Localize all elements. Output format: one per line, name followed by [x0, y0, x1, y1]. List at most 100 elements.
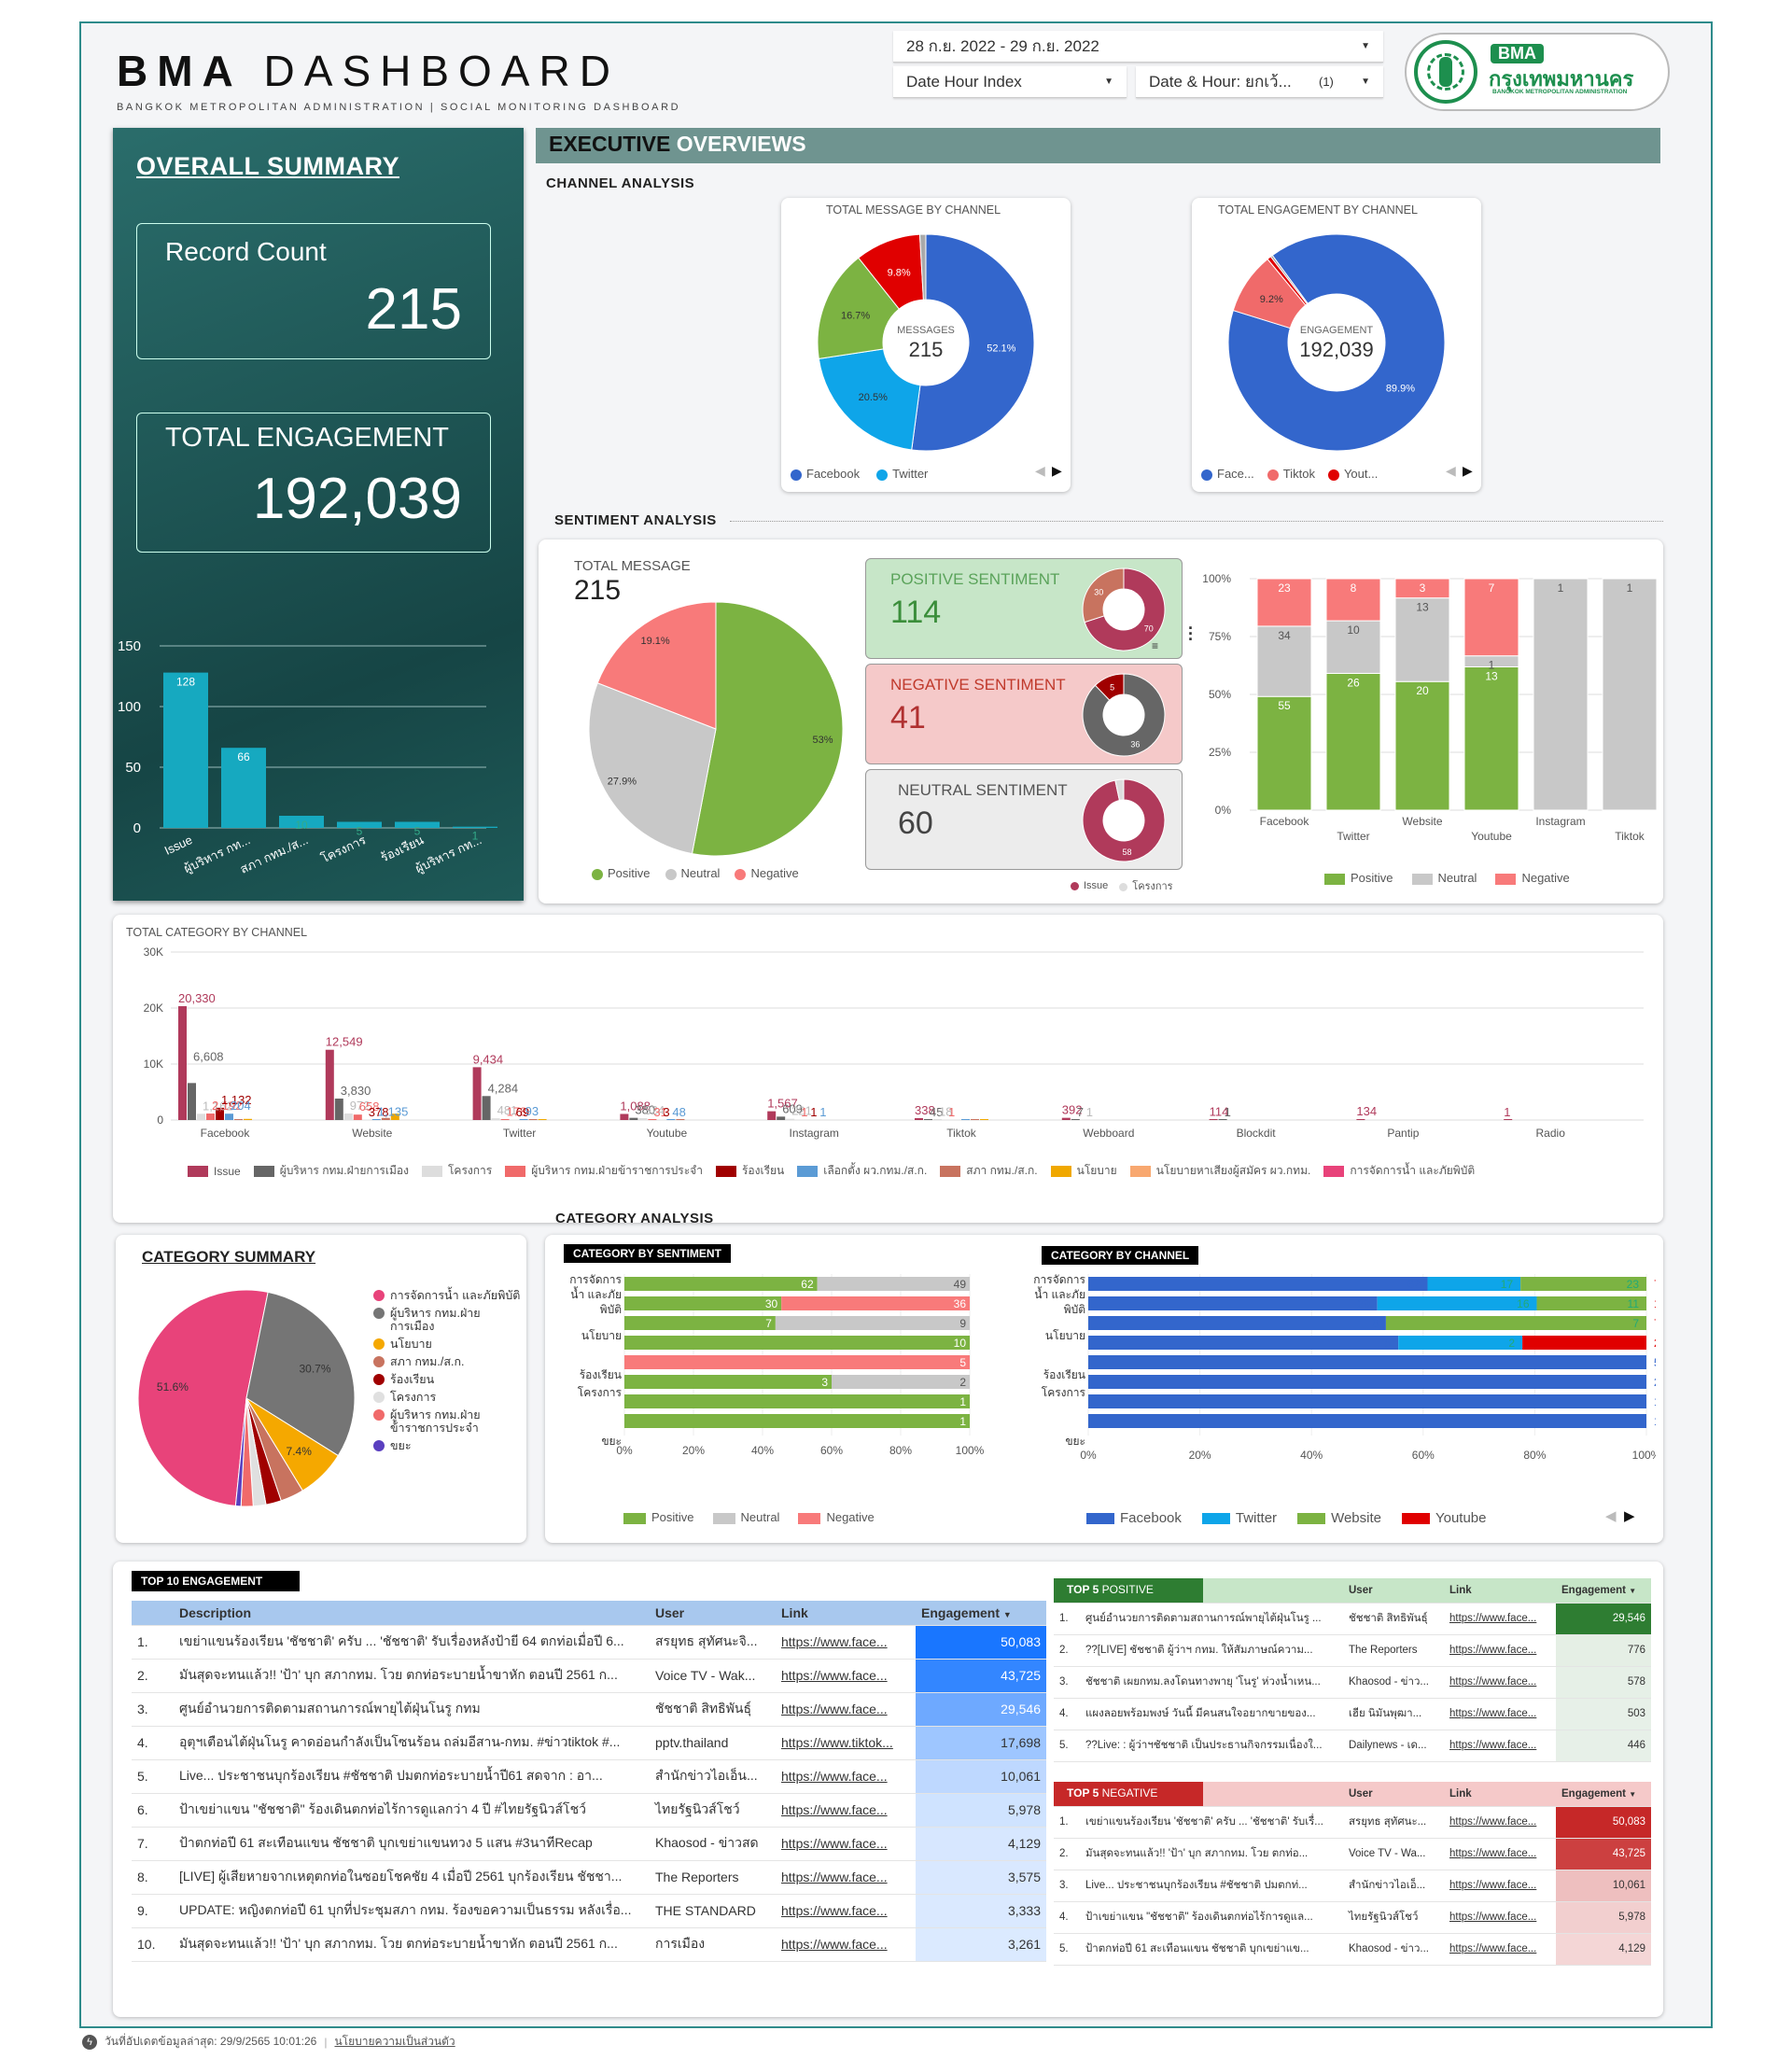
col-engagement[interactable]: Engagement ▼ — [1556, 1578, 1651, 1604]
col-description[interactable]: Description — [174, 1601, 650, 1626]
pie-slice — [1227, 233, 1446, 452]
category-bar — [472, 1067, 482, 1120]
category-bar — [933, 1119, 942, 1120]
table-row[interactable]: 4. ป้าเขย่าแขน "ชัชชาติ" ร้องเดินตกท่อไร้… — [1054, 1901, 1651, 1934]
row-link[interactable]: https://www.face... — [1444, 1870, 1556, 1902]
category-by-channel-card: TOTAL CATEGORY BY CHANNEL 0 10K 20K 30K 20,3… — [113, 915, 1663, 1223]
row-link[interactable]: https://www.face... — [776, 1793, 916, 1828]
category-by-channel-legend: Issue ผู้บริหาร กทม.ฝ่ายการเมือง โครงการ ผู… — [188, 1162, 1475, 1180]
table-row[interactable]: 3. ศูนย์อำนวยการติดตามสถานการณ์พายุไต้ฝุ่… — [132, 1692, 1046, 1727]
legend-youtube: Youtube — [1401, 1510, 1487, 1526]
col-user[interactable]: User — [1343, 1578, 1444, 1604]
row-engagement: 17,698 — [916, 1726, 1046, 1760]
row-link[interactable]: https://www.face... — [776, 1692, 916, 1727]
table-row[interactable]: 1. ศูนย์อำนวยการติดตามสถานการณ์พายุไต้ฝุ่… — [1054, 1603, 1651, 1635]
table-row[interactable]: 2. ??[LIVE] ชัชชาติ ผู้ว่าฯ กทม. ให้สัมภา… — [1054, 1634, 1651, 1667]
legend-prev-icon[interactable]: ◀ — [1035, 463, 1045, 478]
table-row[interactable]: 7. ป้าตกท่อปี 61 สะเทือนแขน ชัชชาติ บุกเข… — [132, 1827, 1046, 1861]
col-engagement[interactable]: Engagement ▼ — [1556, 1782, 1651, 1807]
col-engagement[interactable]: Engagement ▼ — [916, 1601, 1046, 1626]
row-description: มันสุดจะทนแล้ว!! 'ป้า' บุก สภากทม. โวย ต… — [174, 1927, 650, 1962]
slice-label: 9.2% — [1260, 294, 1283, 305]
legend-youtube: Yout... — [1327, 467, 1378, 481]
row-engagement: 776 — [1556, 1634, 1651, 1667]
table-row[interactable]: 8. [LIVE] ผู้เสียหายจากเหตุตกท่อในซอยโชคช… — [132, 1860, 1046, 1895]
row-link[interactable]: https://www.face... — [1444, 1730, 1556, 1762]
date-hour-index-select[interactable]: Date Hour Index ▼ — [893, 66, 1127, 98]
row-link[interactable]: https://www.face... — [776, 1860, 916, 1895]
row-link[interactable]: https://www.face... — [1444, 1838, 1556, 1870]
row-link[interactable]: https://www.face... — [1444, 1603, 1556, 1635]
more-options-icon[interactable]: · · · — [1188, 619, 1194, 649]
x-tick-label: Website — [352, 1127, 392, 1140]
privacy-link[interactable]: นโยบายความเป็นส่วนตัว — [334, 2035, 455, 2048]
row-link[interactable]: https://www.face... — [776, 1659, 916, 1693]
legend-next-icon[interactable]: ▶ — [1052, 463, 1062, 478]
donut-hole — [1103, 800, 1144, 841]
x-tick-label: 100% — [956, 1444, 985, 1457]
table-row[interactable]: 3. ชัชชาติ เผยกทม.ลงโดนทางพายุ 'โนรู' ห่ว… — [1054, 1666, 1651, 1699]
col-link[interactable]: Link — [776, 1601, 916, 1626]
legend-label: Twitter — [892, 467, 929, 481]
table-row[interactable]: 9. UPDATE: หญิงตกท่อปี 61 บุกที่ประชุมสภา… — [132, 1894, 1046, 1928]
row-link[interactable]: https://www.face... — [776, 1827, 916, 1861]
table-row[interactable]: 4. แผงลอยพร้อมพงษ์ วันนี้ มีคนสนใจอยากขาย… — [1054, 1698, 1651, 1730]
col-link[interactable]: Link — [1444, 1578, 1556, 1604]
legend-project: โครงการ — [1119, 877, 1173, 894]
filter-icon[interactable]: ≡ — [1152, 639, 1159, 652]
table-row[interactable]: 5. Live... ประชาชนบุกร้องเรียน #ชัชชาติ ป… — [132, 1759, 1046, 1794]
date-hour-filter[interactable]: Date & Hour: ยกเว้... (1) ▼ — [1136, 66, 1383, 98]
slice-label: 19.1% — [640, 636, 669, 647]
category-bar — [620, 1114, 629, 1120]
row-link[interactable]: https://www.face... — [1444, 1698, 1556, 1730]
date-range-picker[interactable]: 28 ก.ย. 2022 - 29 ก.ย. 2022 ▼ — [893, 31, 1383, 63]
sort-desc-icon: ▼ — [1629, 1789, 1637, 1799]
row-link[interactable]: https://www.face... — [776, 1894, 916, 1928]
table-row[interactable]: 2. มันสุดจะทนแล้ว!! 'ป้า' บุก สภากทม. โวย… — [1054, 1838, 1651, 1870]
row-link[interactable]: https://www.face... — [776, 1759, 916, 1794]
legend-prev-icon[interactable]: ◀ — [1446, 463, 1456, 478]
category-bar — [197, 1114, 205, 1120]
row-link[interactable]: https://www.face... — [1444, 1933, 1556, 1966]
category-bar — [777, 1116, 786, 1120]
col-user[interactable]: User — [1343, 1782, 1444, 1807]
col-link[interactable]: Link — [1444, 1782, 1556, 1807]
table-row[interactable]: 1. เขย่าแขนร้องเรียน 'ชัชชาติ' ครับ ... '… — [1054, 1806, 1651, 1839]
table-row[interactable]: 3. Live... ประชาชนบุกร้องเรียน #ชัชชาติ ป… — [1054, 1870, 1651, 1902]
y-tick-label: 10K — [144, 1058, 163, 1071]
category-bar — [538, 1119, 547, 1120]
table-row[interactable]: 5. ป้าตกท่อปี 61 สะเทือนแขน ชัชชาติ บุกเข… — [1054, 1933, 1651, 1966]
table-row[interactable]: 4. อุตุฯเตือนไต้ฝุ่นโนรู คาดอ่อนกำลังเป็น… — [132, 1726, 1046, 1760]
segment-label: 23 — [1278, 581, 1291, 595]
slice-label: 27.9% — [608, 777, 637, 788]
legend-label: Tiktok — [1282, 467, 1315, 481]
table-row[interactable]: 5. ??Live: : ผู้ว่าฯชัชชาติ เป็นประธานกิจ… — [1054, 1730, 1651, 1762]
row-link[interactable]: https://www.tiktok... — [776, 1726, 916, 1760]
col-user[interactable]: User — [650, 1601, 776, 1626]
row-link[interactable]: https://www.face... — [1444, 1666, 1556, 1699]
row-link[interactable]: https://www.face... — [776, 1625, 916, 1660]
table-row[interactable]: 10. มันสุดจะทนแล้ว!! 'ป้า' บุก สภากทม. โว… — [132, 1927, 1046, 1962]
seal-icon — [1414, 40, 1477, 104]
bar-value-label: 12,549 — [326, 1035, 363, 1049]
bar-segment — [1088, 1414, 1646, 1428]
legend-negative: Negative — [1495, 871, 1570, 885]
legend-prev-icon[interactable]: ◀ — [1605, 1508, 1617, 1524]
bar-segment — [775, 1316, 970, 1330]
bar-value-label: 1 — [1504, 1105, 1510, 1119]
table-row[interactable]: 6. ป้าเขย่าแขน "ชัชชาติ" ร้องเดินตกท่อไร้… — [132, 1793, 1046, 1828]
table-row[interactable]: 2. มันสุดจะทนแล้ว!! 'ป้า' บุก สภากทม. โวย… — [132, 1659, 1046, 1693]
bar-value-label: 134 — [1356, 1104, 1377, 1118]
legend-label: ขยะ — [390, 1439, 412, 1452]
row-link[interactable]: https://www.face... — [1444, 1806, 1556, 1839]
legend-next-icon[interactable]: ▶ — [1624, 1508, 1635, 1524]
table-row[interactable]: 1. เขย่าแขนร้องเรียน 'ชัชชาติ' ครับ ... '… — [132, 1625, 1046, 1660]
row-index: 4. — [1054, 1901, 1080, 1934]
row-link[interactable]: https://www.face... — [1444, 1634, 1556, 1667]
category-summary-legend: การจัดการน้ำ และภัยพิบัติ ผู้บริหาร กทม.ฝ… — [373, 1289, 523, 1457]
row-link[interactable]: https://www.face... — [1444, 1901, 1556, 1934]
legend-item: นโยบาย — [1050, 1162, 1117, 1180]
legend-next-icon[interactable]: ▶ — [1463, 463, 1473, 478]
legend-item: ผู้บริหาร กทม.ฝ่ายข้าราชการประจำ — [505, 1162, 703, 1180]
row-link[interactable]: https://www.face... — [776, 1927, 916, 1962]
